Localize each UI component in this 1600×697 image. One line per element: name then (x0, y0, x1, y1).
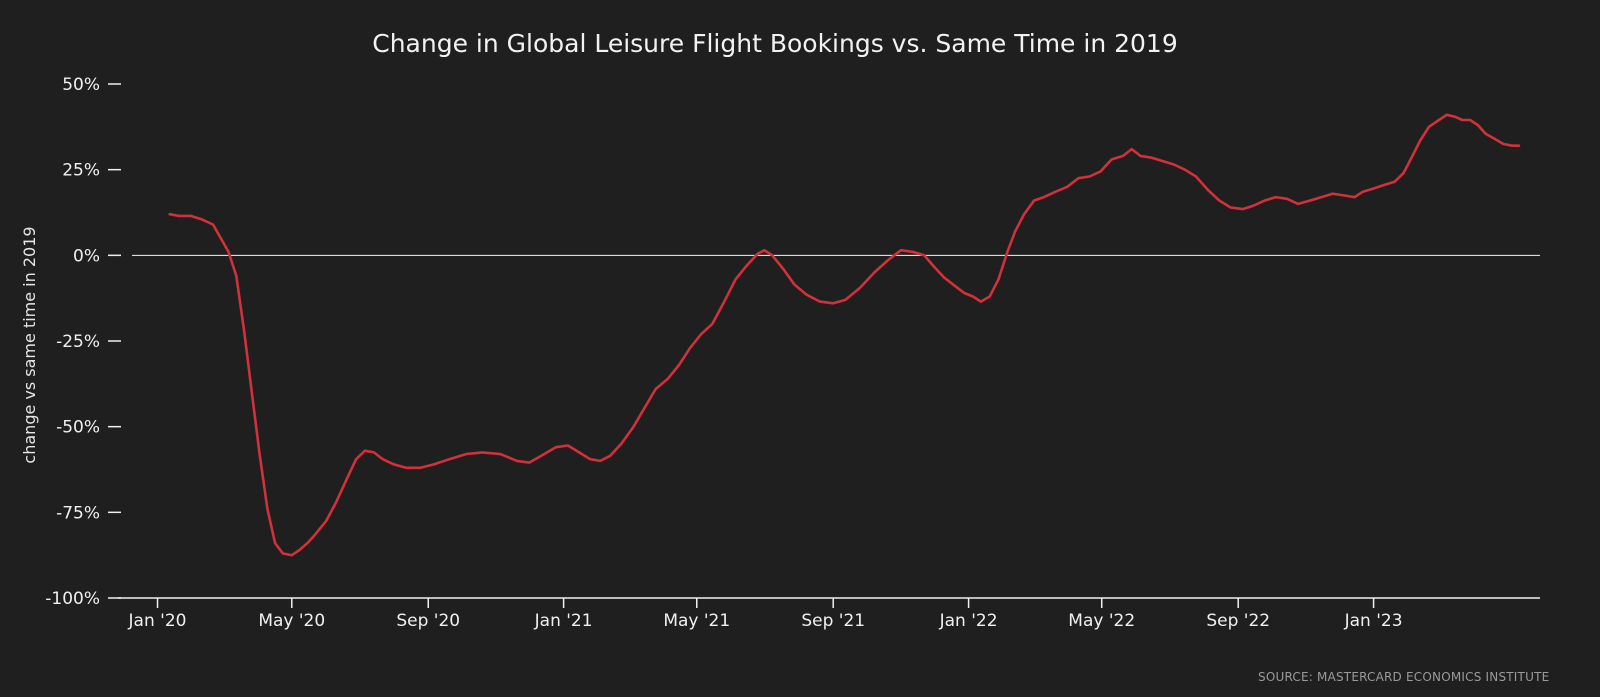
y-tick-label: -100% (45, 589, 100, 609)
x-tick-label: Jan '20 (128, 611, 187, 631)
x-tick-label: Jan '22 (939, 611, 998, 631)
x-tick-label: Jan '21 (534, 611, 593, 631)
x-tick-label: Sep '22 (1206, 611, 1270, 631)
series-layer (168, 113, 1521, 557)
x-tick-label: May '22 (1068, 611, 1135, 631)
x-tick-label: Jan '23 (1344, 611, 1403, 631)
y-axis: 50% 25% 0% -25% -50% -75% -100% (45, 75, 121, 609)
chart-title: Change in Global Leisure Flight Bookings… (372, 29, 1178, 58)
x-tick-label: May '21 (663, 611, 730, 631)
y-tick-label: 0% (73, 246, 100, 266)
x-axis: Jan '20 May '20 Sep '20 Jan '21 May '21 Sep '… (118, 597, 1540, 631)
source-note: SOURCE: MASTERCARD ECONOMICS INSTITUTE (1258, 670, 1549, 684)
y-tick-label: -50% (56, 418, 100, 438)
x-tick-label: Sep '21 (801, 611, 865, 631)
series-line-0 (168, 113, 1521, 557)
y-tick-label: 50% (62, 75, 100, 95)
y-tick-label: 25% (62, 161, 100, 181)
y-tick-label: -75% (56, 503, 100, 523)
y-axis-title: change vs same time in 2019 (20, 226, 39, 463)
y-tick-label: -25% (56, 332, 100, 352)
x-tick-label: Sep '20 (396, 611, 460, 631)
x-tick-label: May '20 (258, 611, 325, 631)
